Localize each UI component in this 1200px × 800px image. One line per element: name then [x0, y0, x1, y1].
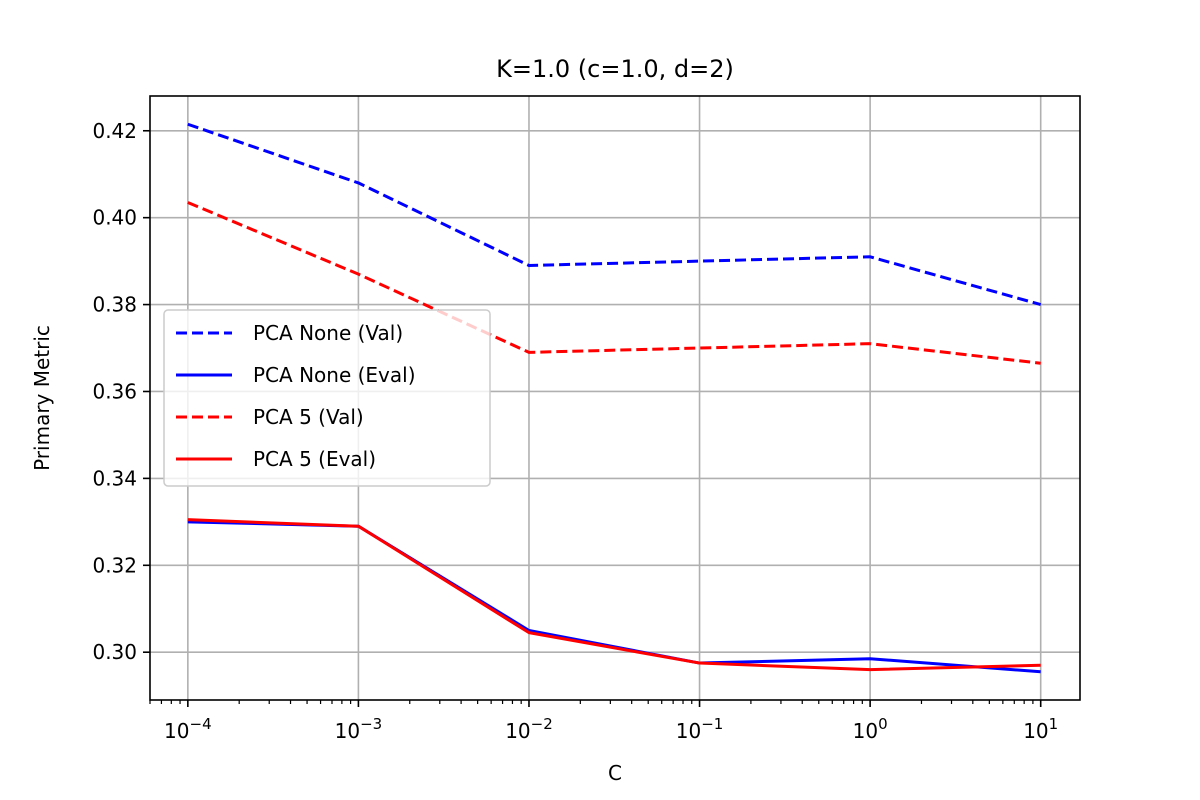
y-tick-label: 0.40 [92, 206, 137, 230]
y-axis-label: Primary Metric [30, 325, 54, 471]
axis-ticks: 0.30 0.32 0.34 0.36 0.38 0.40 0.42 10−4 10−3 10−2… [92, 119, 1058, 743]
y-tick-label: 0.34 [92, 466, 137, 490]
series-line-pca-5-val [187, 201, 1041, 365]
chart-title: K=1.0 (c=1.0, d=2) [496, 55, 734, 83]
y-tick-label: 0.42 [92, 119, 137, 143]
x-tick-label: 10−1 [676, 715, 724, 743]
y-tick-label: 0.36 [92, 379, 137, 403]
legend-label-pca-none-val: PCA None (Val) [253, 321, 403, 345]
x-tick-label: 10−2 [505, 715, 553, 743]
legend-label-pca-none-eval: PCA None (Eval) [253, 363, 416, 387]
x-tick-label: 100 [853, 715, 888, 743]
legend: PCA None (Val) PCA None (Eval) PCA 5 (Va… [163, 309, 491, 487]
series-line-pca-5-eval [187, 518, 1041, 672]
plot-frame [149, 95, 1081, 701]
x-tick-label: 10−4 [164, 715, 212, 743]
y-tick-label: 0.32 [92, 553, 137, 577]
legend-box [163, 309, 491, 487]
y-tick-label: 0.30 [92, 640, 137, 664]
x-axis-label: C [608, 761, 622, 785]
minor-ticks [149, 700, 1034, 704]
legend-label-pca-5-val: PCA 5 (Val) [253, 405, 364, 429]
x-tick-label: 10−3 [335, 715, 383, 743]
y-tick-label: 0.38 [92, 293, 137, 317]
series-line-pca-none-val [187, 122, 1042, 307]
series-lines [187, 122, 1042, 674]
x-tick-label: 101 [1023, 715, 1058, 743]
legend-label-pca-5-eval: PCA 5 (Eval) [253, 447, 376, 471]
